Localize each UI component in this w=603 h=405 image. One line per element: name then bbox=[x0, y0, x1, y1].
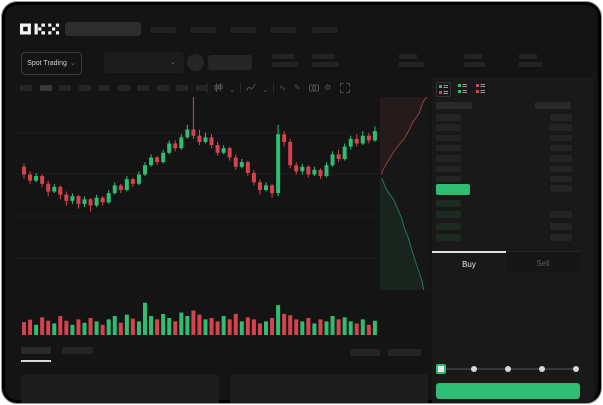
ask-row-price-6[interactable] bbox=[436, 165, 461, 172]
coin-avatar bbox=[187, 54, 204, 71]
trade-tabs: Buy Sell bbox=[432, 251, 580, 272]
nav-item-1[interactable] bbox=[150, 27, 176, 33]
stat-label-5 bbox=[519, 54, 537, 59]
nav-item-3[interactable] bbox=[230, 27, 256, 33]
orderbook-view-both-icon[interactable] bbox=[436, 82, 451, 97]
ask-row-price-3[interactable] bbox=[436, 134, 461, 142]
ask-row-price-7[interactable] bbox=[436, 175, 461, 183]
buy-submit-button[interactable] bbox=[436, 383, 580, 399]
ask-row-price-2[interactable] bbox=[436, 124, 461, 131]
ask-row-amount-6[interactable] bbox=[550, 165, 572, 172]
orderbook-view-bids-icon[interactable] bbox=[456, 82, 469, 95]
chevron-down-icon[interactable]: ⌄ bbox=[229, 85, 236, 94]
market-type-dropdown[interactable]: Spot Trading ⌄ bbox=[21, 52, 82, 75]
nav-item-4[interactable] bbox=[270, 27, 296, 33]
camera-icon[interactable] bbox=[309, 83, 319, 92]
nav-item-5[interactable] bbox=[312, 27, 338, 33]
slider-stop-5[interactable] bbox=[573, 366, 579, 372]
ask-row-amount-7[interactable] bbox=[550, 175, 572, 183]
orderbook-col-header-amount bbox=[535, 102, 571, 109]
timeframe-button-1[interactable] bbox=[20, 85, 32, 91]
bottom-panel-right bbox=[230, 374, 428, 403]
slider-handle[interactable] bbox=[436, 364, 446, 374]
bid-row-price-2[interactable] bbox=[436, 211, 461, 219]
stat-label-3 bbox=[399, 54, 417, 59]
bottom-tab-1-active-underline bbox=[21, 360, 51, 362]
pair-dropdown[interactable]: ⌄ bbox=[104, 52, 184, 73]
tab-sell[interactable]: Sell bbox=[506, 251, 580, 272]
bid-row-price-4[interactable] bbox=[436, 233, 461, 241]
bottom-chip-1[interactable] bbox=[350, 349, 380, 356]
bid-row-amount-4[interactable] bbox=[550, 233, 572, 241]
bid-row-price-3[interactable] bbox=[436, 222, 461, 230]
chevron-down-icon: ⌄ bbox=[170, 59, 176, 66]
ask-row-price-5[interactable] bbox=[436, 155, 461, 162]
orderbook-col-header-price bbox=[436, 102, 472, 109]
ask-row-amount-3[interactable] bbox=[550, 134, 572, 142]
timeframe-button-4[interactable] bbox=[78, 85, 91, 91]
bid-row-amount-3[interactable] bbox=[550, 222, 572, 230]
ask-row-price-1[interactable] bbox=[436, 114, 461, 121]
ask-row-price-4[interactable] bbox=[436, 144, 461, 152]
timeframe-button-5[interactable] bbox=[98, 85, 110, 91]
stat-value-5 bbox=[519, 62, 542, 67]
slider-stop-2[interactable] bbox=[471, 366, 477, 372]
orderbook-view-icons bbox=[436, 82, 487, 97]
pencil-tool-icon[interactable]: ✎ bbox=[294, 83, 301, 92]
ask-row-amount-2[interactable] bbox=[550, 124, 572, 131]
search-input[interactable] bbox=[65, 22, 141, 36]
bottom-tab-2[interactable] bbox=[62, 347, 93, 354]
chevron-down-icon: ⌄ bbox=[69, 60, 76, 67]
tab-buy[interactable]: Buy bbox=[432, 251, 506, 272]
timeframe-button-8[interactable] bbox=[156, 85, 169, 91]
bottom-tab-1[interactable] bbox=[21, 347, 51, 354]
stat-value-1 bbox=[272, 62, 298, 67]
bid-row-price-1[interactable] bbox=[436, 200, 461, 207]
bottom-panel-left bbox=[21, 374, 219, 403]
last-price-highlight[interactable] bbox=[436, 184, 470, 195]
indicator-icon[interactable] bbox=[246, 83, 256, 92]
timeframe-button-7[interactable] bbox=[137, 85, 149, 91]
nav-item-2[interactable] bbox=[190, 27, 216, 33]
stat-value-3 bbox=[399, 62, 424, 67]
timeframe-button-2[interactable] bbox=[39, 85, 52, 91]
ask-row-amount-5[interactable] bbox=[550, 155, 572, 162]
stat-value-4 bbox=[464, 62, 485, 67]
timeframe-button-10[interactable] bbox=[195, 85, 208, 91]
wave-tool-icon[interactable]: ∿ bbox=[279, 83, 287, 93]
gear-icon[interactable]: ⚙ bbox=[324, 83, 332, 92]
bid-row-amount-2[interactable] bbox=[550, 211, 572, 219]
last-price-amount bbox=[550, 185, 572, 192]
stat-label-4 bbox=[464, 54, 482, 59]
ask-row-amount-1[interactable] bbox=[550, 114, 572, 121]
timeframe-button-3[interactable] bbox=[59, 85, 71, 91]
stat-label-1 bbox=[272, 54, 294, 59]
market-type-label: Spot Trading bbox=[27, 60, 67, 67]
slider-stop-4[interactable] bbox=[539, 366, 545, 372]
tab-sell-label: Sell bbox=[536, 259, 550, 268]
ask-row-amount-4[interactable] bbox=[550, 144, 572, 152]
bottom-chip-2[interactable] bbox=[388, 349, 421, 356]
okx-logo[interactable] bbox=[20, 23, 60, 35]
orderbook-panel: Buy Sell bbox=[432, 77, 594, 403]
candle-type-icon[interactable] bbox=[214, 83, 223, 92]
tab-buy-label: Buy bbox=[462, 260, 476, 269]
fullscreen-icon[interactable] bbox=[340, 83, 350, 93]
timeframe-button-9[interactable] bbox=[176, 85, 188, 91]
stat-value-2 bbox=[312, 62, 339, 67]
orderbook-view-asks-icon[interactable] bbox=[474, 82, 487, 95]
timeframe-button-6[interactable] bbox=[117, 85, 130, 91]
chevron-down-icon[interactable]: ⌄ bbox=[262, 85, 269, 94]
stat-label-2 bbox=[312, 54, 335, 59]
slider-stop-3[interactable] bbox=[505, 366, 511, 372]
pair-name-placeholder bbox=[208, 55, 252, 70]
